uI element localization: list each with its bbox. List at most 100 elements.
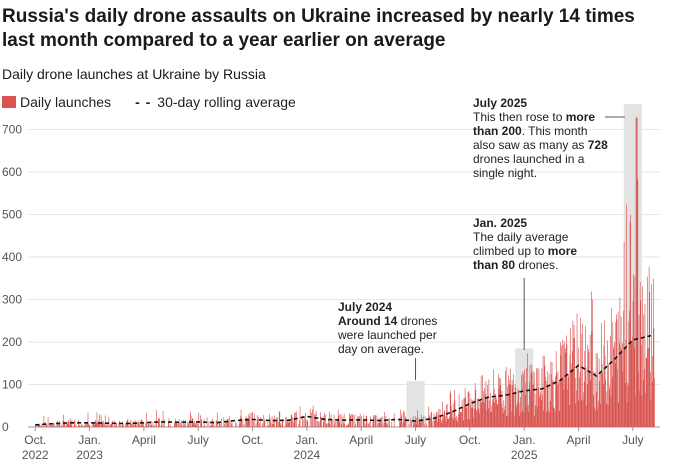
daily-bar	[96, 412, 98, 427]
daily-bar	[97, 422, 98, 427]
daily-bar	[331, 420, 332, 427]
daily-bar	[615, 322, 617, 427]
daily-bar	[650, 399, 652, 427]
daily-bar	[187, 425, 189, 427]
daily-bar	[106, 424, 107, 427]
daily-bar	[200, 420, 202, 427]
daily-bar	[589, 334, 591, 427]
daily-bar	[641, 345, 642, 427]
daily-bar	[599, 381, 601, 427]
daily-bar	[253, 421, 254, 427]
daily-bar	[343, 422, 344, 427]
daily-bar	[609, 385, 611, 427]
x-tick-sublabel: 2025	[511, 448, 538, 462]
daily-bar	[236, 423, 238, 427]
daily-bar	[201, 418, 203, 427]
daily-bar	[278, 422, 279, 427]
daily-bar	[218, 423, 220, 427]
daily-bar	[480, 375, 482, 427]
daily-bar	[509, 384, 511, 427]
daily-bar	[235, 421, 237, 427]
daily-bar	[248, 420, 250, 427]
daily-bar	[569, 354, 571, 427]
daily-bar	[337, 410, 339, 427]
daily-bar	[349, 414, 351, 427]
annotation-jul2024-bold: Around 14	[338, 314, 398, 328]
daily-bar	[109, 424, 111, 427]
daily-bar	[413, 425, 415, 427]
daily-bar	[391, 421, 393, 427]
daily-bar	[231, 423, 232, 427]
daily-bar	[114, 425, 116, 427]
daily-bar	[282, 418, 284, 427]
daily-bar	[589, 372, 590, 427]
daily-bar	[471, 407, 472, 427]
daily-bar	[636, 117, 637, 427]
daily-bar	[385, 415, 387, 427]
daily-bar	[590, 380, 592, 427]
daily-bar	[483, 402, 485, 427]
daily-bar	[541, 368, 543, 427]
daily-bar	[430, 417, 431, 427]
daily-bar	[626, 204, 627, 427]
daily-bar	[354, 414, 356, 427]
daily-bar	[450, 393, 452, 427]
daily-bar	[372, 416, 374, 427]
daily-bar	[50, 425, 52, 427]
daily-bar	[538, 368, 540, 427]
daily-bar	[462, 420, 464, 427]
daily-bar	[302, 415, 303, 427]
daily-bar	[624, 346, 626, 427]
daily-bar	[508, 379, 510, 427]
daily-bar	[508, 375, 509, 427]
daily-bar	[181, 420, 182, 427]
daily-bar	[230, 421, 232, 427]
daily-bar	[211, 420, 213, 427]
daily-bar	[573, 325, 575, 427]
daily-bar	[367, 423, 369, 427]
daily-bar	[494, 403, 496, 427]
daily-bar	[526, 406, 528, 427]
daily-bar	[132, 422, 133, 427]
legend-bars-label: Daily launches	[20, 94, 112, 110]
daily-bar	[130, 419, 132, 427]
daily-bar	[476, 410, 477, 427]
daily-bar	[361, 416, 362, 427]
daily-bar	[404, 418, 406, 427]
daily-bar	[551, 362, 553, 427]
daily-bar	[46, 424, 48, 427]
daily-bar	[194, 422, 196, 427]
daily-bar	[489, 412, 491, 427]
daily-bar	[347, 424, 349, 427]
daily-bar	[468, 419, 470, 427]
daily-bar	[299, 420, 300, 427]
daily-launch-bars	[35, 117, 655, 427]
daily-bar	[475, 389, 477, 427]
x-tick-label: April	[132, 433, 156, 447]
daily-bar	[456, 415, 458, 427]
daily-bar	[249, 416, 250, 427]
daily-bar	[410, 418, 412, 427]
daily-bar	[456, 421, 458, 427]
daily-bar	[558, 381, 559, 427]
daily-bar	[610, 335, 611, 427]
annotation-jul2024-title: July 2024	[338, 300, 393, 314]
daily-bar	[275, 420, 277, 427]
daily-bar	[63, 421, 65, 427]
y-tick-label: 100	[2, 378, 22, 392]
daily-bar	[553, 407, 555, 427]
daily-bar	[451, 411, 453, 427]
daily-bar	[497, 403, 499, 427]
daily-bar	[510, 368, 511, 427]
daily-bar	[225, 420, 227, 427]
annotation-jul2025-mid: . This month also saw as many as	[473, 124, 588, 152]
daily-bar	[420, 422, 421, 427]
annotation-jul2025-pre: This then rose to	[473, 110, 566, 124]
daily-bar	[369, 422, 371, 427]
daily-bar	[320, 416, 322, 427]
daily-bar	[504, 405, 506, 427]
daily-bar	[174, 422, 176, 427]
daily-bar	[640, 300, 642, 427]
daily-bar	[129, 422, 131, 427]
y-tick-label: 500	[2, 208, 22, 222]
